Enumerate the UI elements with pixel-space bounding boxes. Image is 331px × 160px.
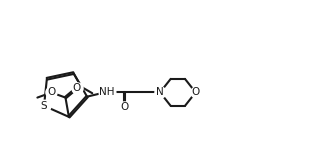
Text: S: S: [41, 101, 47, 111]
Text: O: O: [120, 102, 128, 112]
Text: O: O: [192, 87, 200, 97]
Text: O: O: [47, 88, 56, 97]
Text: N: N: [156, 87, 164, 97]
Text: S: S: [39, 103, 46, 113]
Text: O: O: [73, 83, 81, 93]
Text: NH: NH: [99, 87, 115, 97]
